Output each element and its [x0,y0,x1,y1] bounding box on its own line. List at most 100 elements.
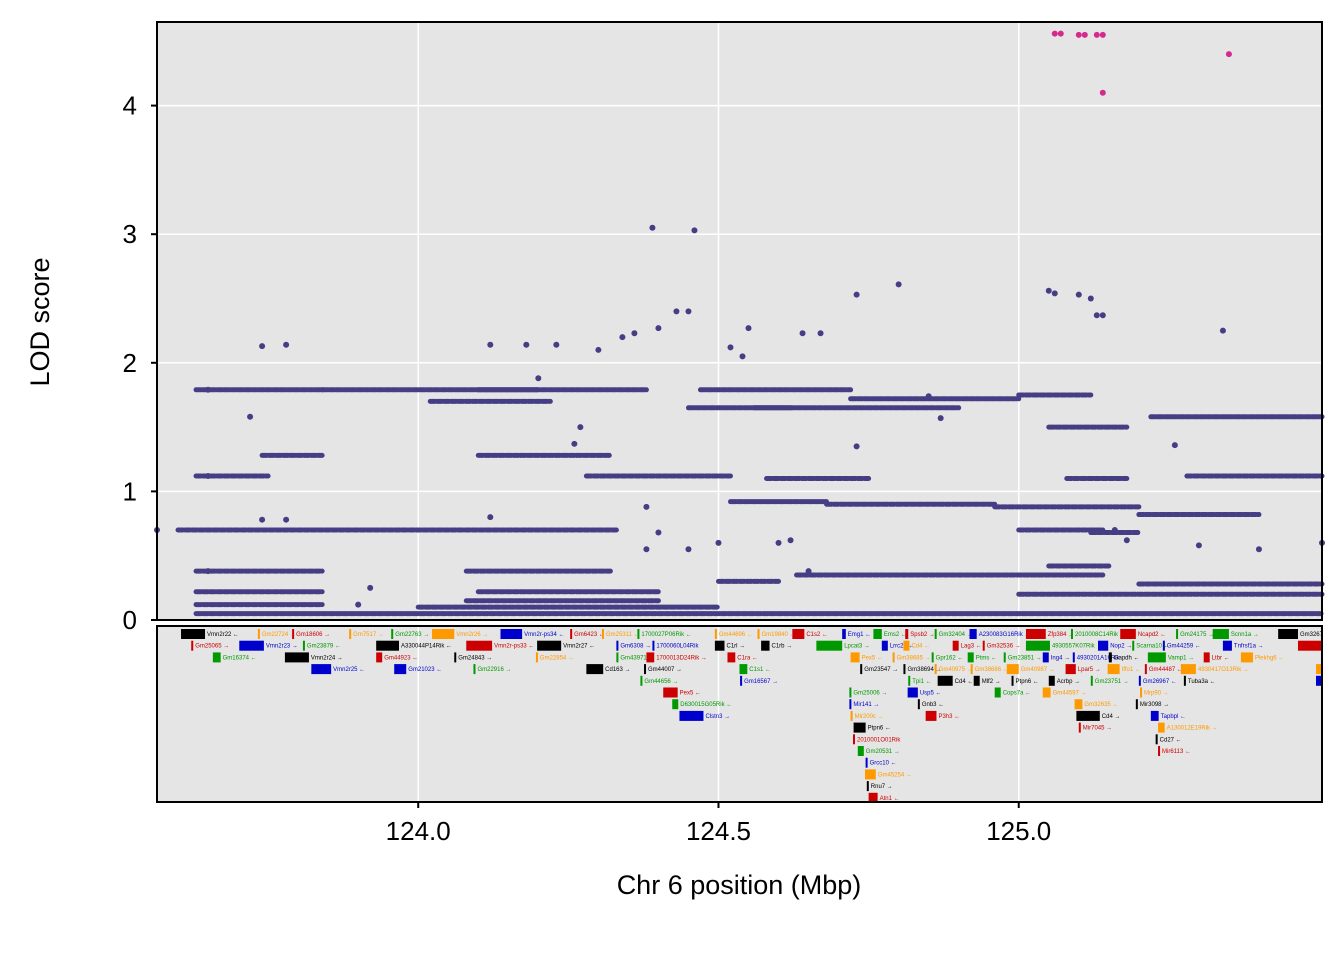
gene-label: Nop2 → [1110,644,1132,650]
gene-block [1108,652,1112,663]
gene-block [865,757,868,768]
gene-label: A330044P14Rik ← [401,644,452,650]
gene-label: Tapbpl ← [1161,714,1186,720]
gene-label: Gm38686 ← [975,667,1009,673]
lod-point [259,516,266,523]
gene-label: Gm22763 → [395,632,429,638]
gene-block [257,629,260,639]
gene-label: 2010001O01Rik [857,737,901,743]
lod-point [1087,295,1094,302]
x-tick-label: 125.0 [986,816,1051,846]
gene-block [1278,629,1298,639]
gene-label: 4930557K07Rik [1052,644,1096,650]
gene-label: Gm23879 ← [307,644,341,650]
gene-block [757,629,760,639]
gene-label: A130012E19Rik → [1167,726,1218,732]
gene-label: Plekhg6 ← [1255,655,1284,661]
lod-point [571,440,578,447]
gene-block [1135,699,1138,710]
gene-block [917,699,920,710]
gene-label: Gapdh ← [1114,655,1140,661]
gene-block [284,652,309,663]
gene-block [1042,687,1051,698]
lod-point [1099,31,1106,38]
gene-label: Tnfrsf1a → [1234,644,1264,650]
gene-block [646,652,655,663]
lod-point [643,546,650,553]
gene-label: Gm24175 → [1180,632,1214,638]
lod-point [259,343,266,350]
gene-label: Gm23751 → [1095,679,1129,685]
gene-block [394,664,407,675]
gene-label: Mir7045 → [1083,726,1112,732]
gene-block [1090,675,1093,686]
gene-block [1176,629,1179,639]
gene-block [1315,664,1321,675]
gene-label: Gm32536 → [987,644,1021,650]
gene-label: Spsb2 → [910,632,935,638]
gene-label: Lrrc23 ← [890,644,915,650]
lod-point [283,516,290,523]
gene-block [934,664,937,675]
y-tick-label: 4 [123,91,137,121]
gene-label: Vmn2r25 ← [333,667,365,673]
gene-label: Zfp384 → [1048,632,1074,638]
lod-point [691,227,698,234]
gene-block [852,734,855,745]
gene-label: Scnn1a → [1231,632,1259,638]
gene-label: 1700027P06Rik ← [641,632,691,638]
lod-point [631,330,638,337]
lod-point [1195,542,1202,549]
gene-block [1212,629,1229,639]
gene-label: 4930417O13Rik → [1198,667,1249,673]
lod-point [655,325,662,332]
gene-label: P3h3 ← [938,714,960,720]
gene-label: Rnu7 → [871,784,893,790]
gene-block [866,781,869,792]
gene-label: Vmn2r-ps34 ← [524,632,564,638]
gene-label: Gm40975 → [939,667,973,673]
gene-block [849,687,852,698]
lod-point [1081,31,1088,38]
gene-label: 4930201A16Rik [1077,655,1121,661]
gene-block [1162,640,1165,651]
gene-block [1003,652,1006,663]
lod-point [205,472,212,479]
lod-point [715,539,722,546]
gene-label: Cd4 ← [911,644,930,650]
gene-block [640,675,643,686]
gene-label: Gm22724 → [262,632,296,638]
gene-label: Gm25065 → [195,644,229,650]
gene-block [1120,629,1136,639]
gene-block [903,664,906,675]
gene-label: Atn1 ← [880,796,900,802]
gene-block [1025,629,1046,639]
gene-label: Gm21023 ← [408,667,442,673]
gene-block [842,629,846,639]
lod-point [553,341,560,348]
gene-block [740,675,743,686]
gene-label: Gm19840 ← [762,632,796,638]
gene-label: Gm44923 ← [384,655,418,661]
gene-block [853,722,866,733]
gene-block [931,652,934,663]
gene-label: Vmn2r-ps33 ← [494,644,534,650]
gene-block [860,664,863,675]
gene-block [570,629,573,639]
gene-label: Gm44597 → [1053,691,1087,697]
gene-label: Gm3267 [1300,632,1324,638]
gene-block [1147,652,1166,663]
lod-point [595,346,602,353]
gene-label: Lpcat3 → [844,644,870,650]
gene-block [239,640,264,651]
lod-point [1225,51,1232,58]
lod-point [1255,546,1262,553]
gene-label: Cd27 ← [1160,737,1182,743]
lod-point [745,325,752,332]
lod-point [1093,31,1100,38]
gene-label: C1s1 ← [749,667,771,673]
gene-block [1025,640,1050,651]
lod-point [805,568,812,575]
gene-block [1222,640,1232,651]
gene-track: Vmn2r22 ← Gm22724 → Gm18606 → Gm7517 → Gm227… [181,629,1324,803]
